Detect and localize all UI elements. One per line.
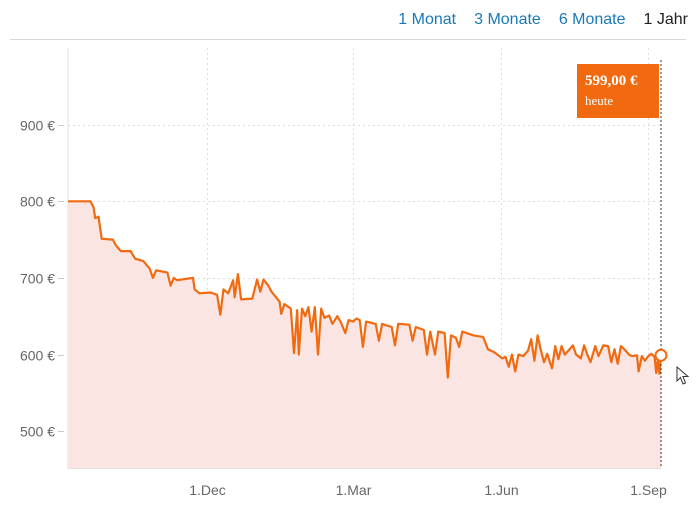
- y-tick-label: 800 €: [20, 194, 55, 210]
- y-tick-label: 600 €: [20, 348, 55, 364]
- tab-1-year[interactable]: 1 Jahr: [643, 11, 688, 28]
- tab-3-months[interactable]: 3 Monate: [474, 11, 541, 28]
- y-tick-label: 900 €: [20, 118, 55, 134]
- current-price-label: heute: [585, 93, 614, 108]
- current-price-badge: 599,00 € heute: [577, 64, 659, 118]
- y-axis-labels: 500 € 600 € 700 € 800 € 900 €: [20, 118, 55, 440]
- y-tick-label: 700 €: [20, 271, 55, 287]
- x-tick-label: 1.Dec: [189, 482, 226, 498]
- today-price-point[interactable]: [654, 348, 668, 362]
- x-tick-label: 1.Jun: [484, 482, 518, 498]
- current-price: 599,00 €: [585, 73, 638, 89]
- header-divider: [10, 39, 686, 40]
- tab-6-months[interactable]: 6 Monate: [558, 11, 626, 28]
- y-tick-label: 500 €: [20, 424, 55, 440]
- price-line[interactable]: [68, 200, 663, 379]
- x-tick-label: 1.Sep: [630, 482, 667, 498]
- range-selector: 1 Monat 3 Monate 6 Monate 1 Jahr: [398, 8, 688, 32]
- mouse-cursor-icon: [676, 366, 690, 385]
- tab-1-month[interactable]: 1 Monat: [398, 11, 457, 28]
- x-axis-labels: 1.Dec 1.Mar 1.Jun 1.Sep: [189, 482, 667, 498]
- x-tick-label: 1.Mar: [336, 482, 372, 498]
